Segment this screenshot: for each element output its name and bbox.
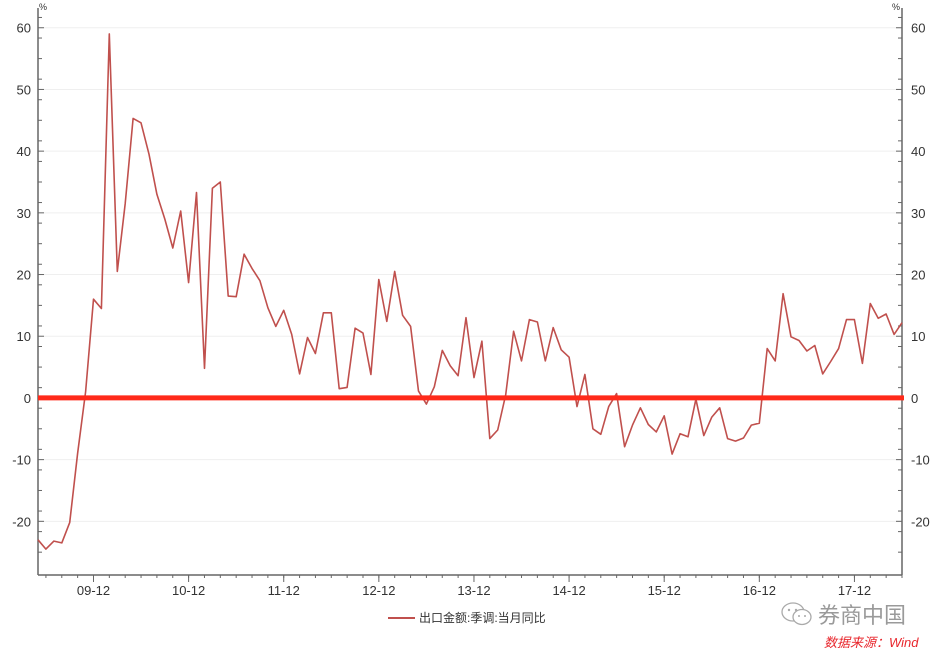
watermark-text: 券商中国 bbox=[818, 603, 907, 628]
y-tick-label-left: 60 bbox=[17, 21, 31, 36]
x-tick-label: 10-12 bbox=[172, 583, 205, 598]
y-tick-label-right: -20 bbox=[911, 514, 930, 529]
y-unit-right: % bbox=[892, 2, 900, 12]
data-source: 数据来源：Wind bbox=[824, 635, 919, 650]
y-tick-label-left: 40 bbox=[17, 144, 31, 159]
x-tick-label: 15-12 bbox=[648, 583, 681, 598]
y-tick-label-right: 50 bbox=[911, 82, 925, 97]
y-tick-label-left: 10 bbox=[17, 329, 31, 344]
y-unit-left: % bbox=[39, 2, 47, 12]
x-tick-label: 14-12 bbox=[552, 583, 585, 598]
x-tick-label: 16-12 bbox=[743, 583, 776, 598]
watermark: 券商中国 bbox=[780, 598, 906, 630]
y-tick-label-left: 20 bbox=[17, 268, 31, 283]
series-line bbox=[37, 33, 903, 550]
y-tick-label-right: 20 bbox=[911, 268, 925, 283]
y-tick-label-left: 50 bbox=[17, 82, 31, 97]
y-tick-label-left: 30 bbox=[17, 206, 31, 221]
y-tick-label-left: 0 bbox=[24, 391, 31, 406]
y-tick-label-right: 0 bbox=[911, 391, 918, 406]
x-tick-label: 11-12 bbox=[268, 583, 300, 598]
legend: 出口金额:季调:当月同比 bbox=[388, 609, 546, 626]
y-tick-label-right: 40 bbox=[911, 144, 925, 159]
y-tick-label-right: -10 bbox=[911, 453, 930, 468]
wechat-icon bbox=[781, 602, 812, 626]
y-tick-label-right: 60 bbox=[911, 21, 925, 36]
y-tick-label-right: 30 bbox=[911, 206, 925, 221]
x-tick-label: 13-12 bbox=[457, 583, 490, 598]
line-chart: -20 -20 -10 -10 0 0 10 10 20 20 30 30 40 40 50 50 60 60%%… bbox=[12, 2, 930, 598]
y-tick-label-left: -10 bbox=[12, 453, 31, 468]
legend-label: 出口金额:季调:当月同比 bbox=[419, 611, 546, 625]
x-tick-label: 17-12 bbox=[838, 583, 871, 598]
x-tick-label: 09-12 bbox=[77, 583, 110, 598]
y-tick-label-left: -20 bbox=[12, 514, 31, 529]
x-tick-label: 12-12 bbox=[362, 583, 395, 598]
y-tick-label-right: 10 bbox=[911, 329, 925, 344]
legend-swatch bbox=[388, 616, 415, 619]
